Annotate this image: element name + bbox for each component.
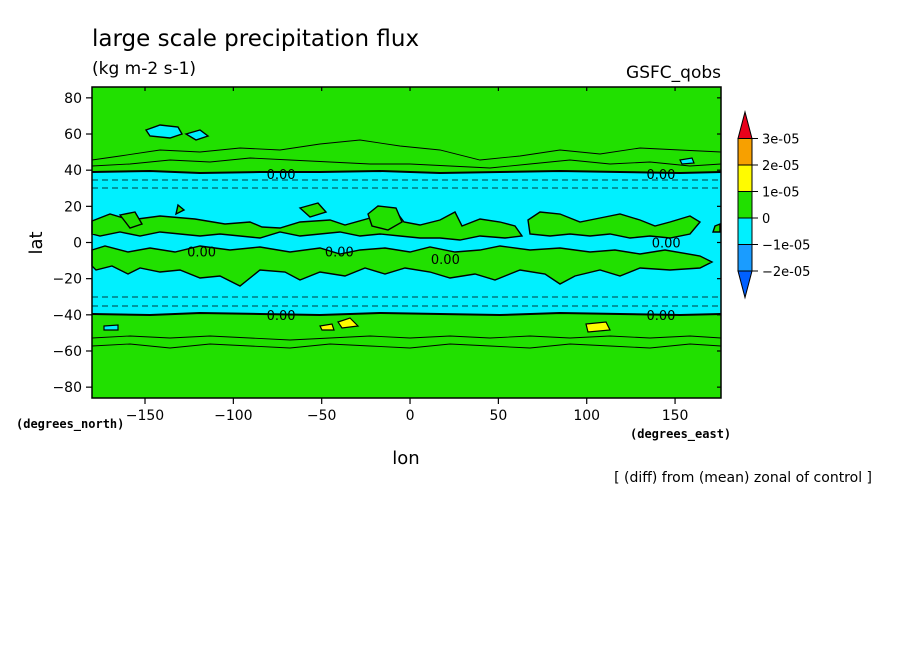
- y-tick-label: 40: [64, 163, 82, 179]
- contour-lines-positive: [91, 139, 722, 349]
- colorbar-segment: [737, 270, 753, 300]
- yellow-patch: [319, 323, 335, 331]
- colorbar-level-label: 1e-05: [762, 186, 800, 201]
- contour-label: 0.00: [267, 309, 296, 324]
- contour-label: 0.00: [652, 237, 681, 252]
- contour-region: [712, 222, 721, 233]
- yellow-patch: [337, 317, 360, 329]
- y-tick-label: −40: [52, 308, 82, 324]
- colorbar-level-label: −2e-05: [762, 265, 810, 280]
- model-label: GSFC_qobs: [626, 63, 721, 83]
- colorbar-level-label: 3e-05: [762, 133, 800, 148]
- contour-line-north-2: [91, 157, 722, 169]
- negative-dashed-contours: [92, 179, 721, 307]
- contour-region: [174, 203, 186, 216]
- y-tick-label: −80: [52, 380, 82, 396]
- zero-contours: [91, 169, 722, 317]
- y-tick-label: 0: [73, 236, 82, 252]
- contour-region: [298, 202, 328, 218]
- colorbar-segment: [737, 110, 753, 139]
- contour-line-north-1: [91, 139, 722, 161]
- contour-label: 0.00: [325, 246, 354, 261]
- colorbar-segment: [737, 138, 753, 166]
- contour-label: 0.00: [431, 253, 460, 268]
- x-axis: −150 −100 −50 0 50 100 150: [126, 87, 689, 424]
- negative-band: [92, 172, 721, 314]
- footnote: [ (diff) from (mean) zonal of control ]: [614, 470, 872, 486]
- contour-region: [118, 211, 144, 229]
- y-axis: 80 60 40 20 0 −20 −40 −60 −80: [52, 91, 721, 396]
- contour-label: 0.00: [646, 168, 675, 183]
- contour-region: [367, 205, 403, 231]
- cyan-patch: [144, 124, 184, 139]
- colorbar-segment: [737, 164, 753, 192]
- colorbar-segment: [737, 217, 753, 245]
- contour-line-south-1: [91, 335, 722, 341]
- y-tick-label: −20: [52, 272, 82, 288]
- y-tick-label: −60: [52, 344, 82, 360]
- x-axis-label: lon: [392, 448, 419, 469]
- x-tick-label: 50: [489, 408, 507, 424]
- x-tick-label: −100: [214, 408, 252, 424]
- small-features: [103, 124, 695, 333]
- y-unit-label: (degrees_north): [16, 417, 124, 432]
- zero-contour-south: [91, 311, 722, 317]
- y-tick-label: 20: [64, 199, 82, 215]
- colorbar-level-label: −1e-05: [762, 239, 810, 254]
- colorbar-level-label: 0: [762, 212, 770, 227]
- y-axis-label: lat: [26, 231, 47, 254]
- colorbar-level-label: 2e-05: [762, 159, 800, 174]
- contour-region: [91, 207, 524, 241]
- contour-line-south-2: [91, 343, 722, 349]
- cyan-patch: [184, 129, 210, 141]
- x-tick-label: 0: [406, 408, 415, 424]
- chart-units: (kg m-2 s-1): [92, 59, 196, 79]
- contour-region: [527, 211, 702, 239]
- y-tick-label: 80: [64, 91, 82, 107]
- x-tick-label: −150: [126, 408, 164, 424]
- cyan-patch: [103, 324, 119, 331]
- zero-contour-north: [91, 169, 722, 175]
- x-tick-label: 100: [573, 408, 600, 424]
- cyan-patch: [679, 157, 695, 165]
- x-unit-label: (degrees_east): [630, 427, 731, 442]
- contour-labels: 0.00 0.00 0.00 0.00 0.00 0.00 0.00 0.00: [187, 168, 681, 324]
- contour-label: 0.00: [646, 309, 675, 324]
- colorbar-segment: [737, 244, 753, 272]
- colorbar: 3e-05 2e-05 1e-05 0 −1e-05 −2e-05: [737, 110, 810, 300]
- y-tick-label: 60: [64, 127, 82, 143]
- tropical-positive-regions: [91, 202, 721, 287]
- contour-plot-area: 0.00 0.00 0.00 0.00 0.00 0.00 0.00 0.00: [91, 86, 722, 399]
- contour-label: 0.00: [267, 168, 296, 183]
- chart-title: large scale precipitation flux: [92, 26, 419, 52]
- yellow-patch: [585, 321, 611, 333]
- contour-label: 0.00: [187, 246, 216, 261]
- colorbar-segment: [737, 191, 753, 219]
- contour-region: [91, 245, 714, 287]
- x-tick-label: −50: [307, 408, 337, 424]
- x-tick-label: 150: [662, 408, 689, 424]
